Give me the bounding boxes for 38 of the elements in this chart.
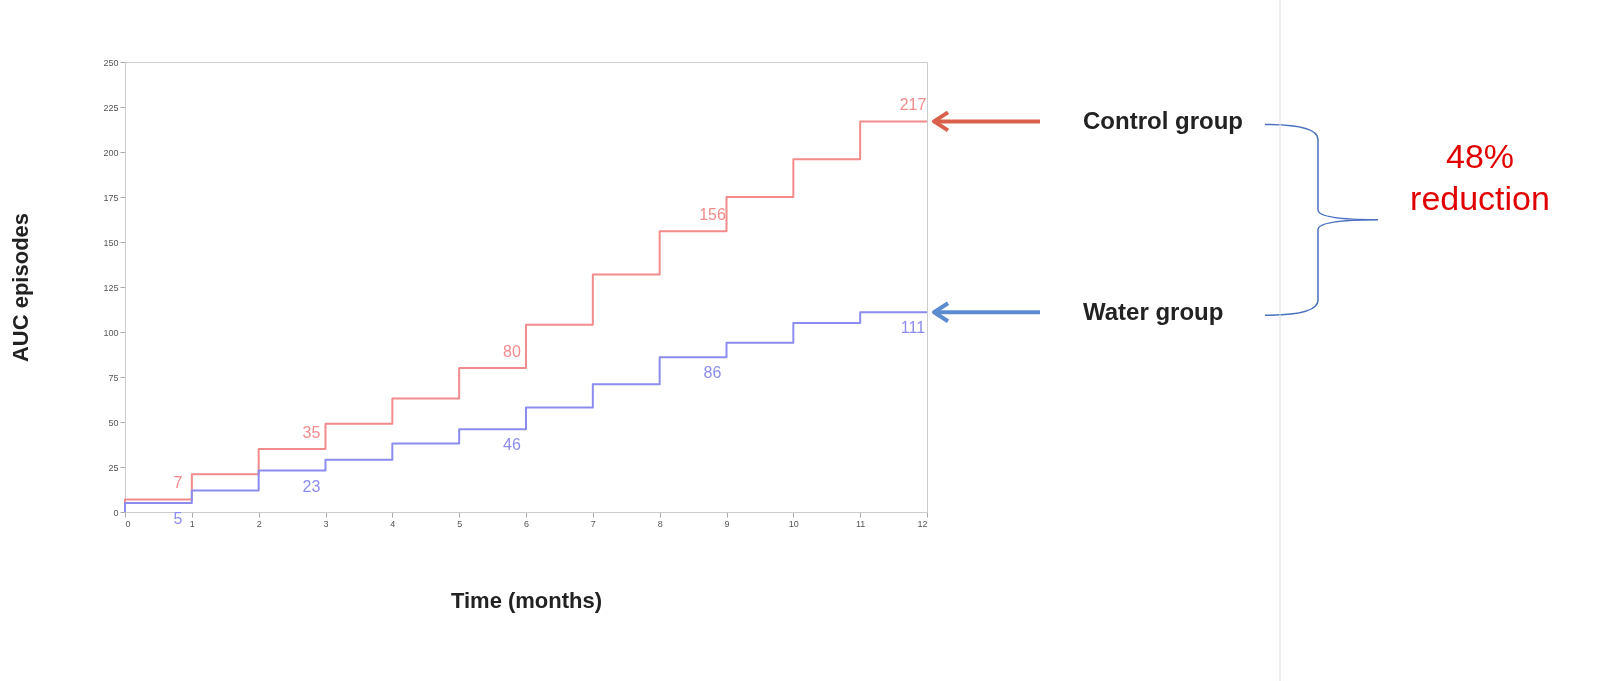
x-tick-label: 12 (917, 518, 928, 529)
text: Water group (1083, 298, 1224, 326)
data-label: 7 (173, 474, 183, 492)
x-tick-label: 1 (189, 518, 195, 529)
x-tick-label: 8 (657, 518, 663, 529)
data-label: 80 (503, 343, 521, 360)
y-tick-label: 225 (103, 102, 119, 113)
y-tick-label: 200 (103, 147, 119, 158)
y-tick-label: 25 (108, 462, 119, 473)
x-tick-label: 6 (523, 518, 530, 529)
y-tick-label: 150 (103, 237, 119, 248)
x-tick-label: 9 (724, 518, 730, 529)
y-tick-label: 75 (108, 372, 119, 383)
data-label: 35 (302, 424, 321, 441)
x-tick-label: 0 (125, 518, 131, 529)
y-tick-label: 175 (103, 192, 119, 203)
data-label: 217 (899, 96, 927, 114)
y-tick-label: 125 (103, 282, 119, 293)
x-tick-label: 3 (323, 518, 329, 529)
x-tick-label: 4 (390, 518, 396, 529)
y-tick-label: 0 (113, 507, 119, 518)
x-tick-label: 10 (788, 518, 799, 529)
data-label: 23 (302, 477, 321, 495)
text: 48% reduction (1410, 137, 1550, 217)
x-tick-label: 7 (590, 518, 596, 529)
x-tick-label: 5 (457, 518, 463, 529)
y-axis-title: AUC episodes (8, 212, 34, 363)
x-axis-title: Time (months) (450, 587, 603, 613)
data-label: 46 (503, 436, 521, 454)
x-tick-label: 2 (256, 518, 262, 529)
data-label: 111 (900, 319, 926, 337)
text: Control group (1083, 107, 1243, 135)
data-label: 156 (699, 206, 726, 224)
y-tick-label: 100 (103, 327, 119, 338)
y-tick-label: 250 (103, 57, 119, 68)
x-tick-label: 11 (855, 518, 866, 529)
data-label: 86 (703, 364, 722, 382)
y-tick-label: 50 (108, 417, 119, 428)
